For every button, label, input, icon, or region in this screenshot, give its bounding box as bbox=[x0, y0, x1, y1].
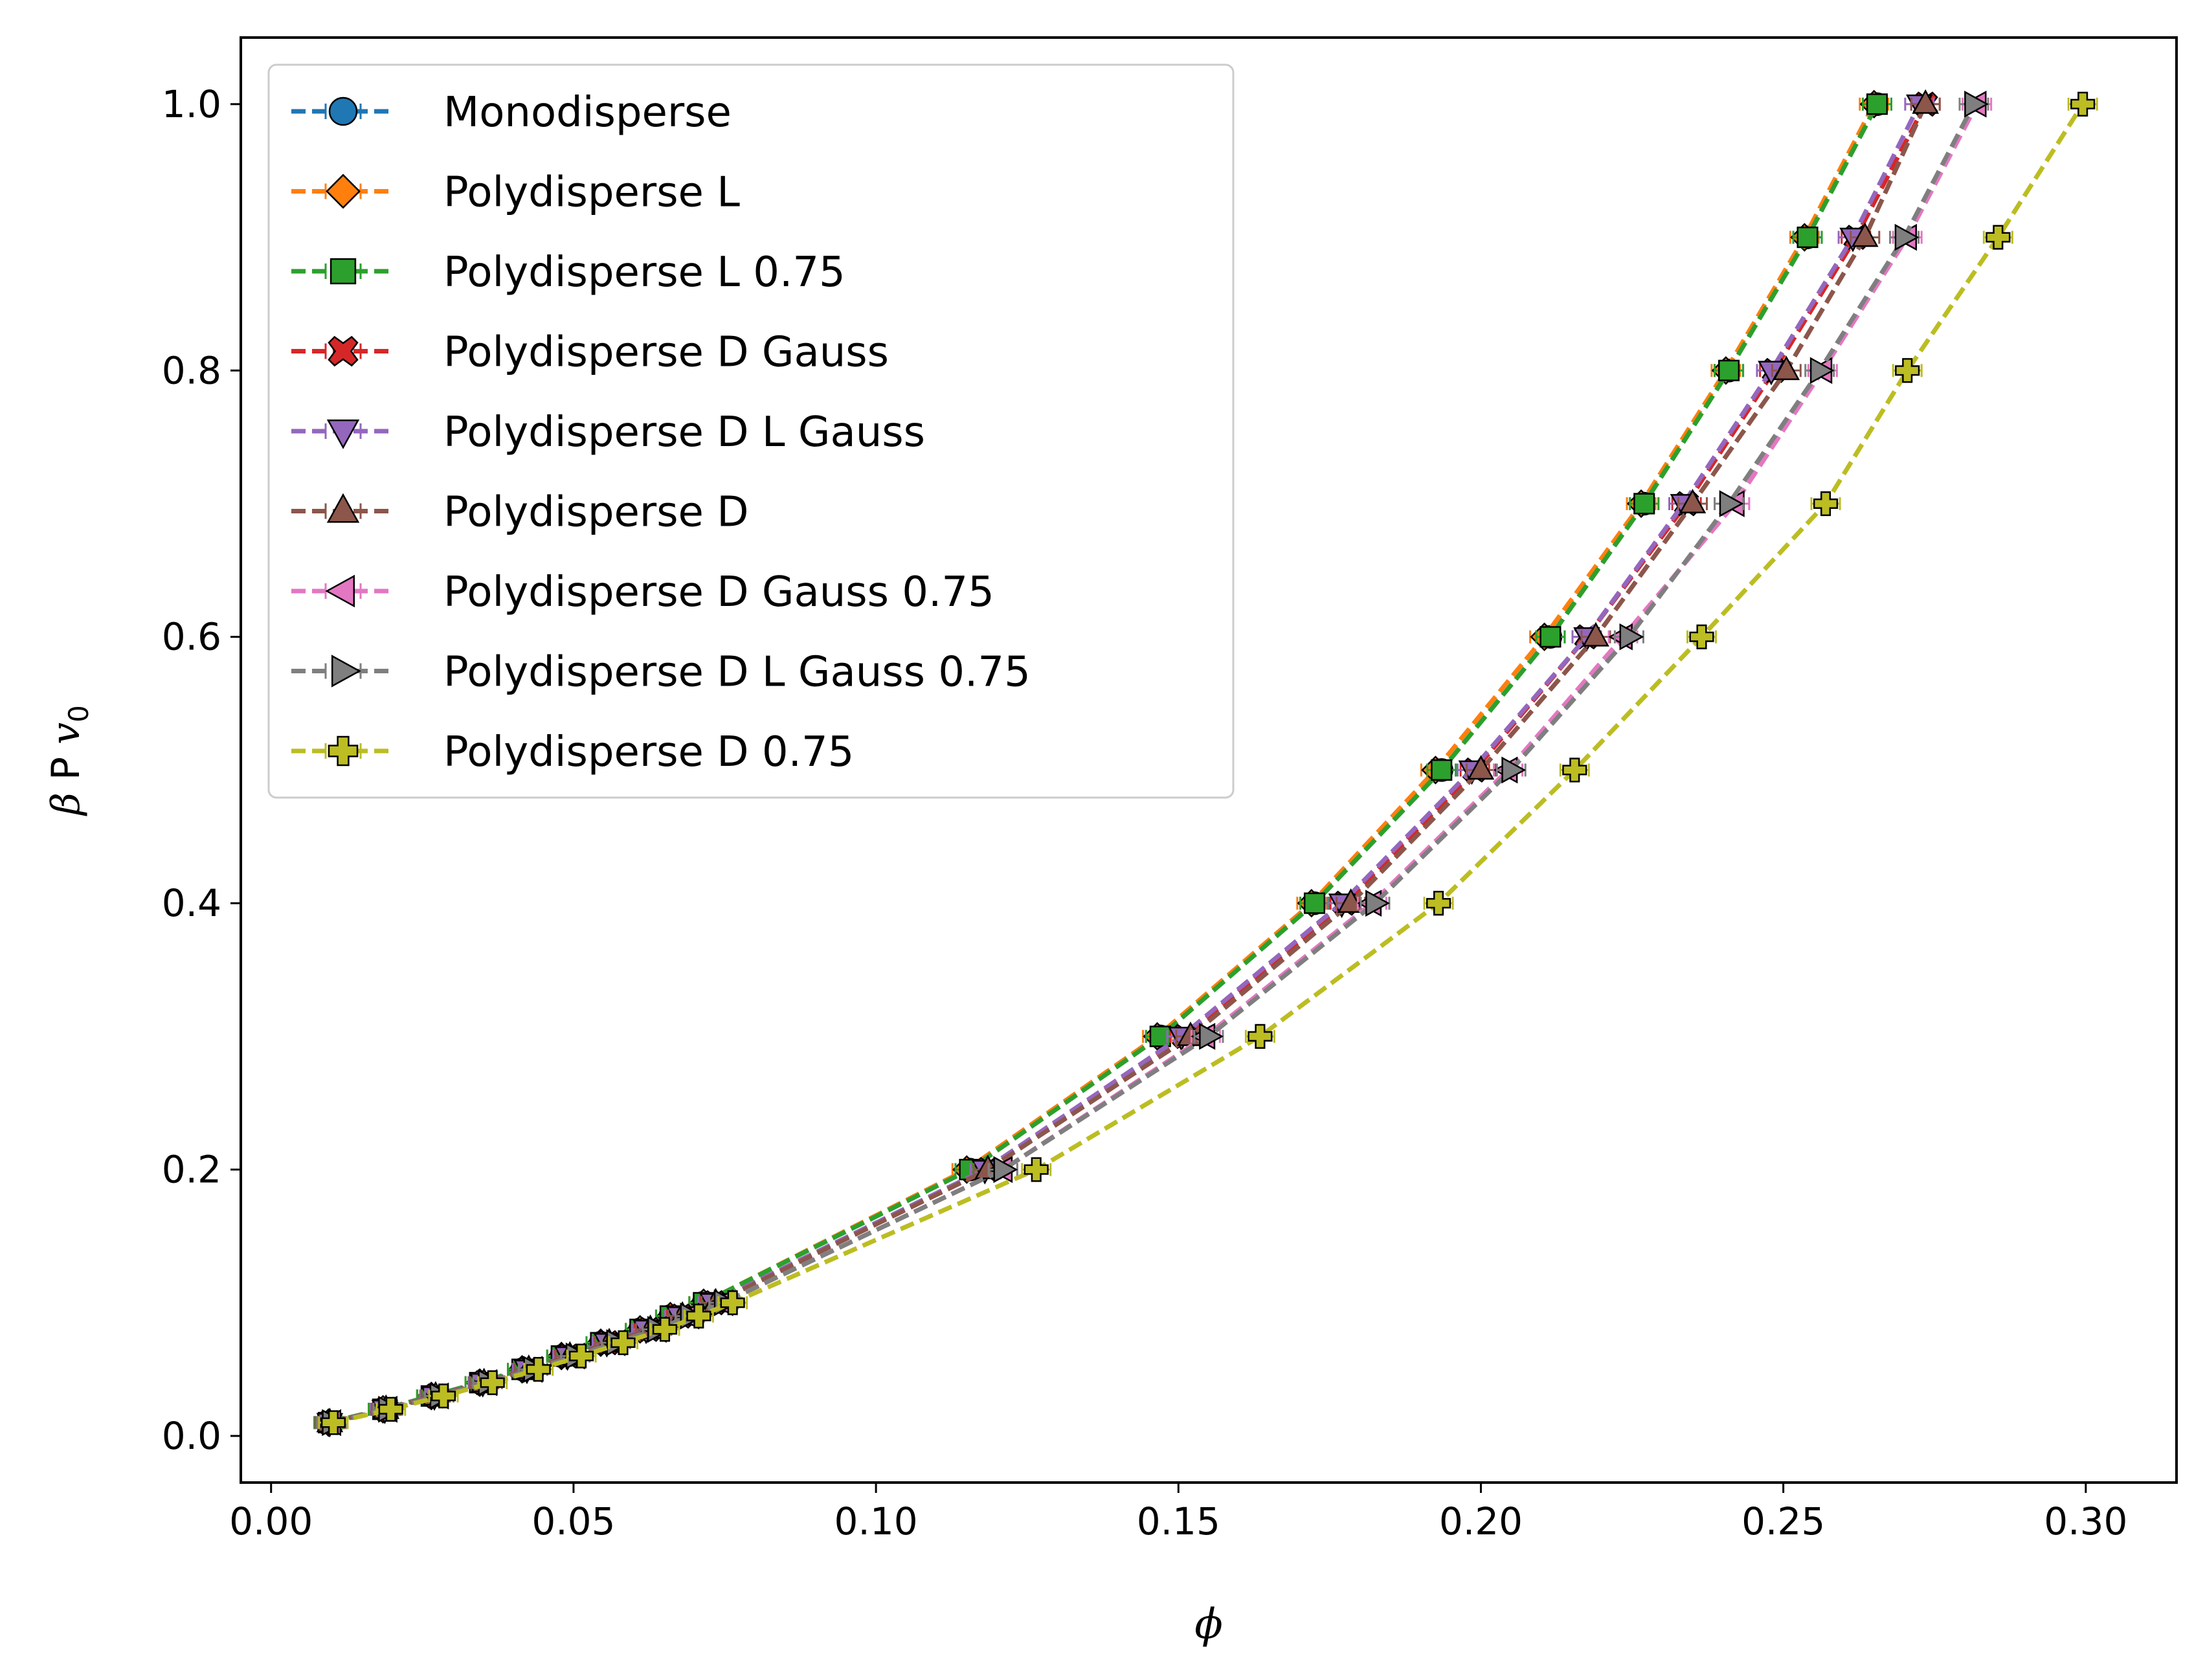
legend-item: Polydisperse D Gauss bbox=[291, 329, 889, 377]
x-tick-label: 0.30 bbox=[2044, 1499, 2127, 1543]
data-point bbox=[1813, 491, 1839, 517]
data-point bbox=[1796, 227, 1819, 249]
ticks-layer: 0.00 0.05 0.10 0.15 0.20 0.25 0.30 0.0 0.2 0.4 0.6… bbox=[162, 82, 2128, 1543]
series-layer bbox=[313, 89, 2098, 1438]
series-polydisperse-d-0-75 bbox=[318, 91, 2098, 1435]
legend-label: Polydisperse L 0.75 bbox=[443, 249, 845, 297]
data-point bbox=[1894, 223, 1920, 251]
data-point bbox=[480, 1370, 505, 1395]
y-tick-label: 0.6 bbox=[162, 615, 221, 659]
data-point bbox=[720, 1290, 745, 1316]
legend-label: Polydisperse D bbox=[443, 489, 749, 537]
x-tick-label: 0.10 bbox=[834, 1499, 918, 1543]
data-point bbox=[1964, 91, 1989, 118]
data-point bbox=[1431, 759, 1453, 781]
legend-marker bbox=[330, 258, 357, 285]
data-point bbox=[1582, 622, 1609, 647]
data-point bbox=[1912, 89, 1940, 114]
legend-label: Polydisperse D Gauss bbox=[443, 329, 889, 377]
data-point bbox=[1562, 757, 1587, 783]
data-point bbox=[1303, 892, 1326, 914]
data-point bbox=[1501, 756, 1527, 784]
data-point bbox=[1539, 626, 1561, 648]
data-point bbox=[610, 1330, 636, 1356]
data-point bbox=[1773, 355, 1800, 381]
legend-item: Polydisperse D 0.75 bbox=[291, 728, 854, 776]
legend-label: Polydisperse D 0.75 bbox=[443, 728, 854, 776]
legend-label: Polydisperse L bbox=[443, 169, 740, 217]
data-point bbox=[1365, 890, 1390, 917]
legend: Monodisperse Polydisperse L Polydisperse L… bbox=[267, 63, 1235, 799]
legend-marker bbox=[326, 174, 361, 209]
x-axis-label: ϕ bbox=[1194, 1600, 1223, 1648]
legend-marker bbox=[326, 419, 360, 449]
data-point bbox=[1426, 891, 1451, 916]
data-point bbox=[1199, 1023, 1224, 1050]
data-point bbox=[1467, 755, 1495, 780]
y-tick-label: 0.2 bbox=[162, 1148, 221, 1192]
x-tick-label: 0.25 bbox=[1741, 1499, 1825, 1543]
x-tick-label: 0.00 bbox=[229, 1499, 313, 1543]
legend-item: Polydisperse D L Gauss 0.75 bbox=[291, 649, 1031, 697]
y-tick-label: 0.8 bbox=[162, 348, 221, 392]
legend-marker bbox=[326, 493, 360, 523]
data-point bbox=[1986, 225, 2011, 250]
legend-item: Polydisperse D bbox=[291, 489, 749, 537]
data-point bbox=[1895, 358, 1920, 383]
data-point bbox=[431, 1383, 456, 1409]
x-tick-label: 0.15 bbox=[1137, 1499, 1220, 1543]
data-point bbox=[1248, 1024, 1273, 1049]
data-point bbox=[686, 1303, 711, 1328]
legend-item: Polydisperse D L Gauss bbox=[291, 409, 925, 456]
legend-marker bbox=[331, 655, 361, 688]
data-point bbox=[993, 1156, 1018, 1183]
legend-label: Polydisperse D L Gauss bbox=[443, 409, 925, 456]
legend-marker bbox=[328, 735, 359, 767]
legend-marker bbox=[325, 574, 355, 608]
data-point bbox=[1809, 357, 1835, 385]
legend-marker bbox=[328, 335, 359, 367]
data-point bbox=[1866, 93, 1888, 115]
legend-box bbox=[267, 63, 1235, 799]
x-tick-label: 0.05 bbox=[532, 1499, 615, 1543]
legend-item: Polydisperse D Gauss 0.75 bbox=[291, 568, 994, 616]
legend-item: Polydisperse L 0.75 bbox=[291, 249, 845, 297]
y-tick-label: 0.4 bbox=[162, 881, 221, 925]
legend-item: Monodisperse bbox=[291, 89, 732, 137]
data-point bbox=[1619, 623, 1644, 651]
svg-text:β P v0: β P v0 bbox=[43, 705, 95, 816]
data-point bbox=[1851, 222, 1879, 247]
data-point bbox=[378, 1396, 403, 1422]
data-point bbox=[1679, 489, 1707, 513]
data-point bbox=[2070, 91, 2096, 117]
legend-label: Monodisperse bbox=[443, 89, 732, 137]
axes-frame bbox=[240, 36, 2178, 1484]
legend-label: Polydisperse D L Gauss 0.75 bbox=[443, 649, 1031, 697]
data-point bbox=[320, 1410, 346, 1435]
legend-item: Polydisperse L bbox=[291, 169, 740, 217]
data-point bbox=[1024, 1157, 1049, 1182]
legend-label: Polydisperse D Gauss 0.75 bbox=[443, 568, 994, 616]
data-point bbox=[568, 1343, 594, 1369]
y-axis-label: β P v0 bbox=[43, 705, 95, 816]
y-tick-label: 0.0 bbox=[162, 1414, 221, 1458]
data-point bbox=[1718, 359, 1740, 381]
x-tick-label: 0.20 bbox=[1439, 1499, 1523, 1543]
data-point bbox=[652, 1317, 678, 1342]
data-point bbox=[1633, 493, 1655, 515]
data-point bbox=[526, 1357, 551, 1382]
legend-marker bbox=[328, 96, 358, 126]
data-point bbox=[1719, 490, 1744, 517]
data-point bbox=[1689, 624, 1714, 649]
y-tick-label: 1.0 bbox=[162, 82, 221, 126]
